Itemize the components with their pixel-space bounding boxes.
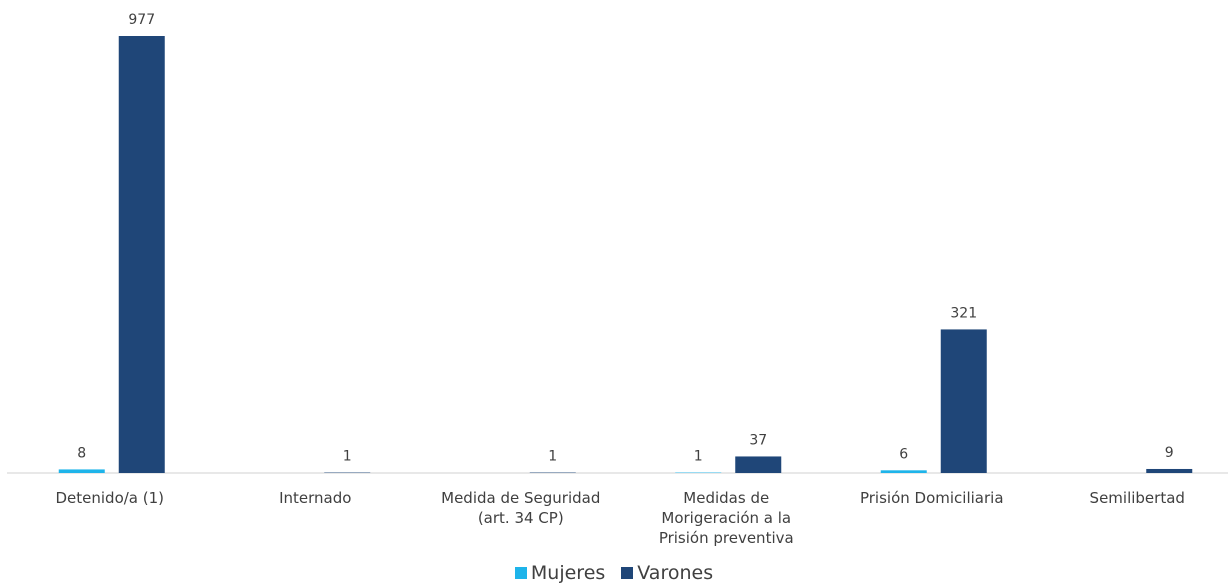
value-label: 37	[749, 432, 767, 448]
legend-item: Varones	[621, 562, 713, 583]
legend: Mujeres Varones	[0, 562, 1228, 583]
legend-swatch	[514, 567, 527, 579]
legend-item: Mujeres	[514, 562, 606, 583]
value-label: 1	[548, 449, 557, 465]
value-label: 1	[343, 449, 352, 465]
value-label: 977	[128, 12, 155, 28]
bar	[58, 469, 105, 473]
bar	[735, 456, 782, 473]
value-label: 8	[77, 445, 86, 461]
legend-swatch	[621, 567, 634, 579]
bar	[1146, 468, 1193, 473]
value-label: 321	[950, 305, 977, 321]
value-label: 9	[1165, 445, 1174, 461]
x-tick-label: Prisión Domiciliaria	[859, 489, 1004, 507]
legend-label: Mujeres	[530, 562, 606, 583]
x-tick-label: Semilibertad	[1089, 489, 1185, 507]
x-tick-label: Medida de Seguridad (art. 34 CP)	[441, 489, 601, 527]
value-label: 6	[899, 446, 908, 462]
bar	[880, 470, 927, 473]
x-tick-label: Detenido/a (1)	[55, 489, 165, 507]
value-label: 1	[694, 449, 703, 465]
x-tick-label: Internado	[279, 489, 352, 507]
bar	[118, 36, 165, 473]
bar	[940, 329, 987, 473]
legend-label: Varones	[637, 562, 714, 583]
x-tick-label: Medidas de Morigeración a la Prisión pre…	[658, 489, 794, 547]
